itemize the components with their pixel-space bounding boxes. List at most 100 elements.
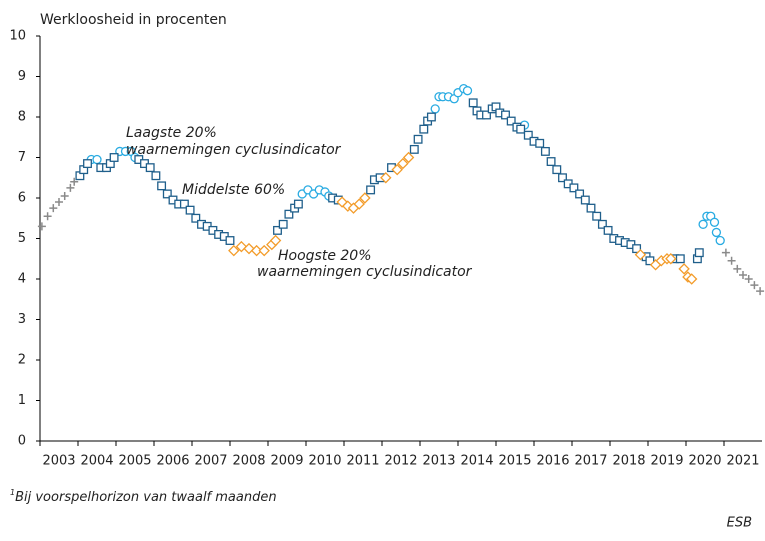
marker-circle — [711, 227, 722, 238]
marker-circle — [92, 154, 102, 165]
marker-square — [109, 153, 119, 162]
marker-diamond — [402, 151, 415, 164]
x-tick-label: 2003 — [42, 454, 75, 469]
marker-plus — [733, 264, 742, 273]
marker-diamond — [685, 273, 698, 285]
chart-title: Werkloosheid in procenten — [40, 12, 227, 28]
marker-diamond — [258, 244, 270, 257]
series-label: Laagste 20% — [126, 125, 217, 141]
y-tick-label: 10 — [9, 29, 26, 44]
marker-square — [157, 181, 167, 191]
marker-square — [191, 213, 201, 223]
marker-square — [83, 159, 92, 169]
marker-plus — [49, 204, 58, 213]
marker-square — [552, 165, 562, 175]
marker-square — [592, 211, 602, 221]
marker-square — [558, 173, 567, 183]
series-label: waarnemingen cyclusindicator — [257, 264, 473, 280]
marker-plus — [750, 281, 759, 290]
source: ESB — [727, 516, 752, 531]
x-tick-label: 2011 — [346, 454, 379, 469]
marker-circle — [462, 86, 473, 96]
series-label: waarnemingen cyclusindicator — [126, 142, 342, 158]
marker-plus — [60, 191, 69, 200]
marker-diamond — [391, 163, 403, 176]
marker-plus — [66, 183, 75, 192]
x-tick-label: 2019 — [650, 454, 683, 469]
marker-diamond — [634, 248, 647, 261]
marker-diamond — [269, 234, 282, 247]
marker-square — [162, 189, 172, 199]
marker-plus — [739, 270, 747, 279]
marker-square — [151, 171, 161, 181]
marker-diamond — [250, 244, 263, 257]
marker-square — [694, 248, 704, 258]
marker-plus — [727, 256, 736, 265]
y-tick-label: 0 — [18, 434, 26, 449]
marker-plus — [55, 198, 63, 207]
marker-diamond — [228, 244, 240, 257]
x-tick-label: 2017 — [574, 454, 607, 469]
x-tick-label: 2010 — [308, 454, 341, 469]
y-tick-label: 6 — [18, 191, 26, 206]
marker-square — [540, 146, 550, 156]
x-tick-label: 2005 — [118, 454, 151, 469]
x-tick-label: 2009 — [270, 454, 303, 469]
x-tick-label: 2004 — [80, 454, 113, 469]
marker-square — [409, 144, 419, 154]
marker-square — [506, 116, 516, 126]
marker-diamond — [235, 240, 248, 253]
marker-square — [482, 110, 491, 120]
marker-square — [413, 134, 423, 144]
marker-square — [546, 157, 556, 166]
marker-square — [145, 163, 155, 173]
marker-square — [419, 124, 429, 134]
x-tick-label: 2015 — [498, 454, 531, 469]
marker-square — [278, 219, 288, 229]
marker-plus — [756, 287, 765, 296]
marker-circle — [715, 235, 725, 246]
y-tick-label: 4 — [18, 272, 26, 287]
marker-square — [597, 219, 607, 229]
x-tick-label: 2007 — [194, 454, 227, 469]
marker-square — [580, 195, 590, 205]
y-tick-label: 1 — [18, 393, 26, 408]
marker-square — [603, 225, 613, 235]
marker-square — [632, 244, 642, 254]
series-label: Middelste 60% — [182, 182, 285, 198]
y-tick-label: 7 — [18, 150, 26, 165]
x-tick-label: 2016 — [536, 454, 569, 469]
marker-square — [284, 209, 294, 219]
footnote: 1Bij voorspelhorizon van twaalf maanden — [10, 488, 277, 505]
marker-square — [426, 112, 436, 122]
x-tick-label: 2008 — [232, 454, 265, 469]
marker-square — [501, 110, 510, 120]
marker-square — [273, 225, 282, 235]
marker-square — [523, 130, 533, 140]
y-tick-label: 8 — [18, 110, 26, 125]
marker-plus — [37, 222, 46, 231]
marker-square — [366, 185, 376, 195]
marker-square — [468, 98, 478, 108]
marker-circle — [698, 219, 708, 229]
marker-diamond — [353, 198, 365, 210]
marker-square — [535, 138, 545, 148]
marker-diamond — [397, 157, 409, 170]
x-tick-label: 2013 — [422, 454, 455, 469]
marker-diamond — [665, 253, 677, 265]
y-tick-label: 9 — [18, 69, 26, 84]
x-tick-label: 2006 — [156, 454, 189, 469]
marker-plus — [744, 275, 753, 283]
marker-diamond — [678, 263, 690, 275]
y-tick-label: 5 — [18, 231, 26, 246]
marker-square — [225, 236, 235, 245]
marker-plus — [721, 248, 730, 257]
x-tick-label: 2014 — [460, 454, 493, 469]
marker-square — [516, 124, 526, 134]
marker-circle — [709, 217, 720, 227]
x-tick-label: 2020 — [688, 454, 721, 469]
marker-square — [645, 256, 655, 266]
marker-square — [293, 199, 303, 209]
marker-square — [185, 205, 195, 215]
